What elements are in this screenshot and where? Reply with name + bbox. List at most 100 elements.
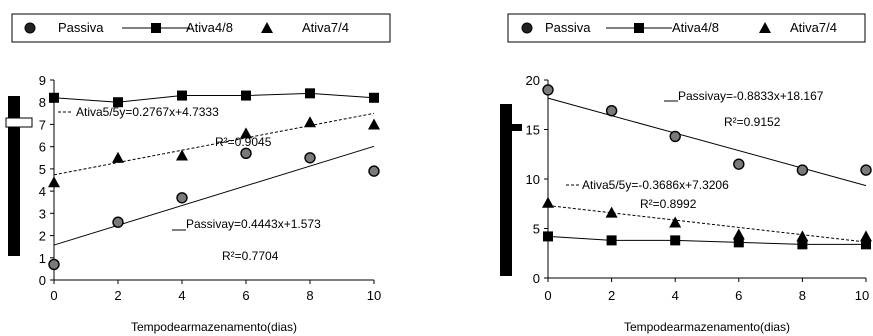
x-tick-label: 6 <box>242 288 249 303</box>
y-tick-label: 3 <box>39 206 46 221</box>
x-tick-label: 0 <box>50 288 57 303</box>
y-tick-label: 20 <box>526 73 540 88</box>
x-tick-label: 0 <box>544 288 551 303</box>
legend-label: Ativa7/4 <box>790 20 837 35</box>
trendlines-right <box>547 97 867 243</box>
legend-label: Ativa4/8 <box>186 20 233 35</box>
trendlines-left <box>53 112 375 246</box>
trendline-ativa7-4 <box>547 205 867 243</box>
data-point-ativa7-4 <box>605 206 618 218</box>
x-tick-label: 2 <box>114 288 121 303</box>
trendline-passiva <box>53 145 375 246</box>
y-tick-label: 6 <box>39 140 46 155</box>
legend-marker-triangle <box>261 22 273 33</box>
legend-marker-square <box>634 23 644 33</box>
markers-right <box>542 84 872 250</box>
y-tick-label: 1 <box>39 251 46 266</box>
left-edge-notch <box>508 124 522 131</box>
y-tick-labels-right: 0 5 10 15 20 <box>526 73 540 286</box>
trendline-ativa7-4 <box>53 112 375 176</box>
data-point-ativa4-8 <box>113 97 123 108</box>
y-tick-labels-left: 0 1 2 3 4 5 6 7 8 9 <box>39 73 46 288</box>
trendline-equation: Passivay=-0.8833x+18.167 <box>678 89 824 103</box>
x-tick-label: 6 <box>735 288 742 303</box>
trendline-r2: R²=0.8992 <box>640 197 697 211</box>
data-point-passiva <box>240 147 252 160</box>
y-tick-label: 8 <box>39 95 46 110</box>
data-point-ativa4-8 <box>606 235 617 246</box>
y-tick-label: 0 <box>39 273 46 288</box>
data-point-ativa7-4 <box>112 151 124 163</box>
data-point-ativa7-4 <box>860 230 872 242</box>
y-tick-label: 5 <box>39 162 46 177</box>
data-point-ativa7-4 <box>48 176 60 188</box>
markers-left <box>48 88 380 271</box>
data-point-ativa4-8 <box>670 235 681 246</box>
legend-label: Ativa4/8 <box>672 20 719 35</box>
trendline-r2: R²=0.7704 <box>222 249 279 263</box>
chart-left: Passiva Ativa4/8 Ativa7/4 0 1 2 <box>5 13 391 334</box>
data-point-ativa7-4 <box>176 149 188 161</box>
data-point-ativa7-4 <box>304 116 316 128</box>
data-point-passiva <box>48 258 60 271</box>
legend-box <box>507 13 866 43</box>
data-point-ativa4-8 <box>305 88 315 99</box>
data-point-ativa4-8 <box>861 239 871 250</box>
y-tick-label: 15 <box>526 123 540 138</box>
trendline-equation: Ativa5/5y=0.2767x+4.7333 <box>76 105 219 119</box>
y-ticks-right <box>544 79 548 279</box>
data-point-passiva <box>860 164 872 176</box>
left-edge-bar <box>500 104 512 276</box>
data-point-ativa4-8 <box>543 231 553 242</box>
x-tick-label: 2 <box>608 288 615 303</box>
x-tick-labels-right: 0 2 4 6 8 10 <box>544 288 869 303</box>
data-point-passiva <box>733 158 745 170</box>
legend-marker-square <box>151 23 161 33</box>
annotations-right: Passivay=-0.8833x+18.167 R²=0.9152 Ativa… <box>566 89 824 211</box>
data-point-passiva <box>112 216 124 228</box>
data-point-ativa4-8 <box>177 90 187 101</box>
data-point-ativa7-4 <box>669 216 682 228</box>
legend-right: Passiva Ativa4/8 Ativa7/4 <box>507 13 866 43</box>
y-tick-label: 7 <box>39 117 46 132</box>
data-point-passiva <box>605 104 618 117</box>
x-tick-labels-left: 0 2 4 6 8 10 <box>50 288 381 303</box>
y-tick-label: 10 <box>526 172 540 187</box>
data-point-ativa4-8 <box>241 90 251 101</box>
series-line-ativa4-8 <box>53 92 375 103</box>
legend-marker-circle <box>521 22 533 34</box>
data-point-ativa7-4 <box>240 127 252 139</box>
x-tick-label: 10 <box>367 288 381 303</box>
data-point-ativa7-4 <box>796 230 809 242</box>
y-tick-label: 4 <box>39 184 46 199</box>
annotations-left: Ativa5/5y=0.2767x+4.7333 R²=0.9045 Passi… <box>58 105 321 263</box>
data-point-ativa4-8 <box>733 237 744 248</box>
x-tick-label: 4 <box>178 288 185 303</box>
legend-label: Passiva <box>58 20 104 35</box>
legend-box <box>11 13 391 43</box>
chart-right: Passiva Ativa4/8 Ativa7/4 0 5 10 15 20 <box>500 13 872 334</box>
y-tick-label: 9 <box>39 73 46 88</box>
y-tick-label: 0 <box>533 271 540 286</box>
left-edge-bar <box>8 96 20 256</box>
legend-label: Passiva <box>545 20 591 35</box>
legend-marker-triangle <box>759 22 771 33</box>
data-point-ativa7-4 <box>732 228 745 240</box>
x-tick-label: 8 <box>306 288 313 303</box>
data-point-passiva <box>669 130 681 143</box>
y-tick-label: 5 <box>533 222 540 237</box>
data-point-ativa4-8 <box>797 239 808 250</box>
data-point-passiva <box>796 164 809 176</box>
x-ticks-left <box>53 280 375 284</box>
data-point-passiva <box>542 84 554 96</box>
x-tick-label: 10 <box>855 288 869 303</box>
data-point-ativa4-8 <box>49 92 59 103</box>
data-point-passiva <box>368 165 380 177</box>
data-point-passiva <box>304 152 316 164</box>
legend-label: Ativa7/4 <box>302 20 349 35</box>
x-tick-label: 8 <box>799 288 806 303</box>
x-axis-title: Tempodearmazenamento(dias) <box>131 320 297 334</box>
left-edge-notch <box>5 117 33 128</box>
data-point-passiva <box>176 192 188 204</box>
